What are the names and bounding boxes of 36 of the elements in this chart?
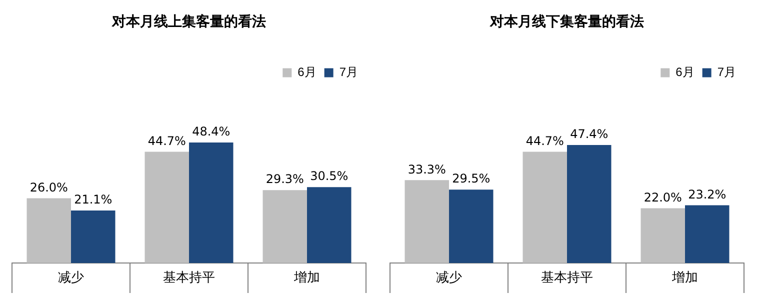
bar [567,145,612,263]
bar [189,142,234,263]
bar [71,210,116,263]
x-tick-label: 基本持平 [163,270,215,286]
data-label: 29.3% [266,172,304,186]
data-label: 22.0% [644,190,682,204]
bar [26,198,71,263]
x-tick-label: 增加 [293,270,320,286]
data-label: 23.2% [688,187,726,202]
bar [307,187,352,263]
bar [404,180,449,263]
x-tick-label: 增加 [671,270,698,286]
bar [640,208,685,263]
legend-label: 6月 [676,65,694,80]
chart-title: 对本月线上集客量的看法 [111,13,266,30]
data-label: 47.4% [570,127,608,142]
bar [522,152,567,263]
bar [262,190,307,263]
chart-title: 对本月线下集客量的看法 [489,13,644,30]
legend-label: 7月 [717,65,736,80]
data-label: 44.7% [148,134,186,148]
data-label: 44.7% [526,134,564,148]
data-label: 26.0% [30,180,68,194]
bar [144,152,189,263]
bar [685,205,730,263]
data-label: 30.5% [310,169,348,184]
legend-label: 6月 [298,65,316,80]
data-label: 33.3% [408,162,446,176]
bar [449,190,494,263]
data-label: 21.1% [74,192,112,207]
data-label: 48.4% [192,124,230,139]
legend-label: 7月 [339,65,358,80]
x-tick-label: 减少 [436,270,462,286]
x-tick-label: 减少 [58,270,84,286]
data-label: 29.5% [452,172,490,186]
x-tick-label: 基本持平 [541,270,593,286]
